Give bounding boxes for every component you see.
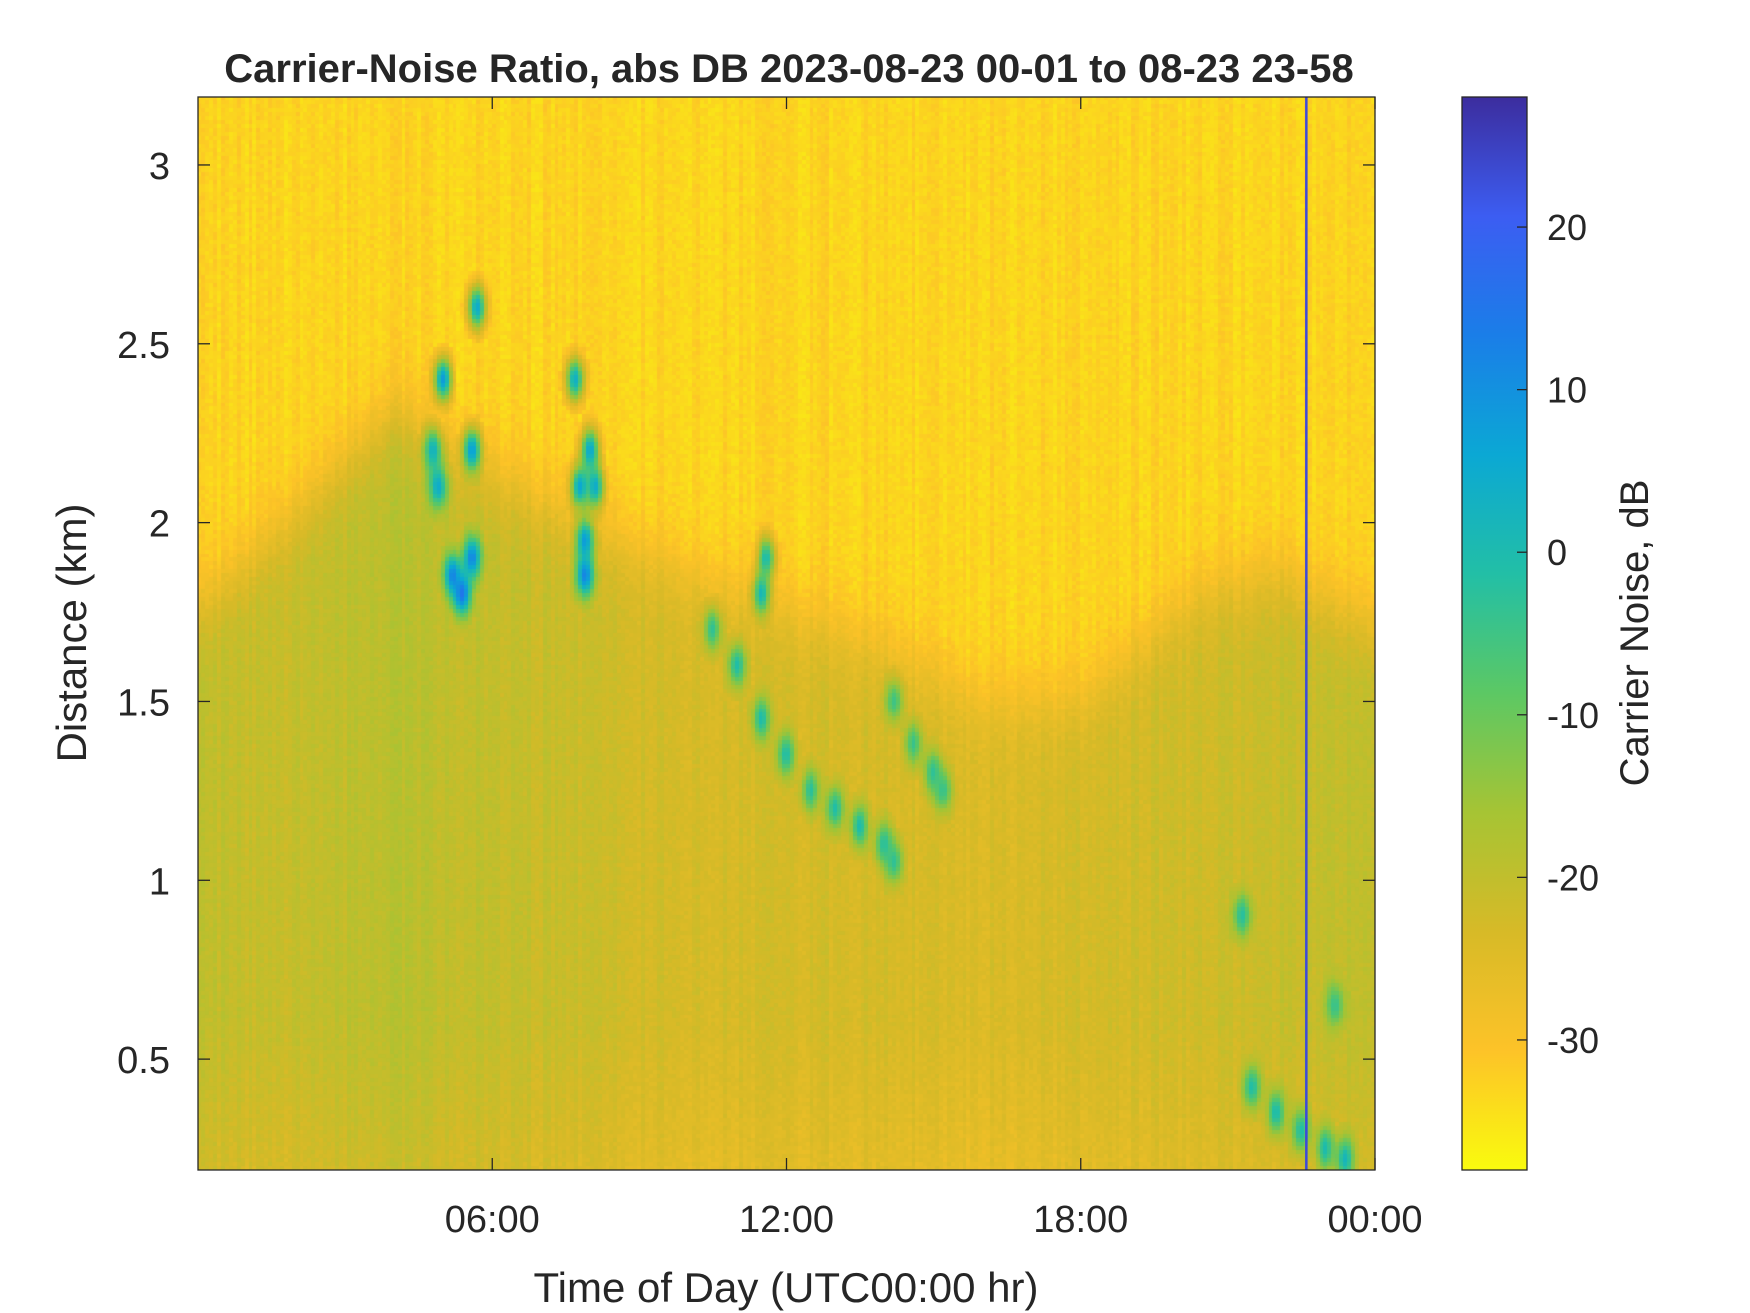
colorbar-ticks: 20 10 0 -10 -20 -30	[1517, 207, 1599, 1061]
colorbar-tick-label: -30	[1547, 1020, 1599, 1061]
x-axis-label: Time of Day (UTC00:00 hr)	[534, 1264, 1039, 1311]
y-tick-label: 0.5	[117, 1040, 170, 1082]
colorbar-label: Carrier Noise, dB	[1613, 480, 1657, 787]
colorbar-tick-label: -20	[1547, 857, 1599, 898]
colorbar-tick-label: -10	[1547, 695, 1599, 736]
heatmap-canvas	[198, 97, 1375, 1170]
colorbar: 20 10 0 -10 -20 -30 Carrier Noise, dB	[1461, 96, 1657, 1171]
y-axis-label: Distance (km)	[48, 503, 95, 762]
x-tick-label: 00:00	[1327, 1199, 1422, 1241]
colorbar-tick-label: 20	[1547, 207, 1587, 248]
plot-area	[197, 96, 1376, 1171]
colorbar-tick-label: 0	[1547, 532, 1567, 573]
x-tick-label: 12:00	[739, 1199, 834, 1241]
y-tick-label: 2.5	[117, 325, 170, 367]
x-tick-label: 18:00	[1033, 1199, 1128, 1241]
y-axis: 0.5 1 1.5 2 2.5 3	[117, 146, 1375, 1082]
colorbar-gradient	[1461, 96, 1528, 1171]
y-tick-label: 3	[149, 146, 170, 188]
y-tick-label: 2	[149, 504, 170, 546]
x-axis: 06:00 12:00 18:00 00:00	[445, 97, 1423, 1241]
x-tick-label: 06:00	[445, 1199, 540, 1241]
colorbar-tick-label: 10	[1547, 370, 1587, 411]
chart-title: Carrier-Noise Ratio, abs DB 2023-08-23 0…	[224, 47, 1353, 91]
y-tick-label: 1.5	[117, 682, 170, 724]
y-tick-label: 1	[149, 861, 170, 903]
